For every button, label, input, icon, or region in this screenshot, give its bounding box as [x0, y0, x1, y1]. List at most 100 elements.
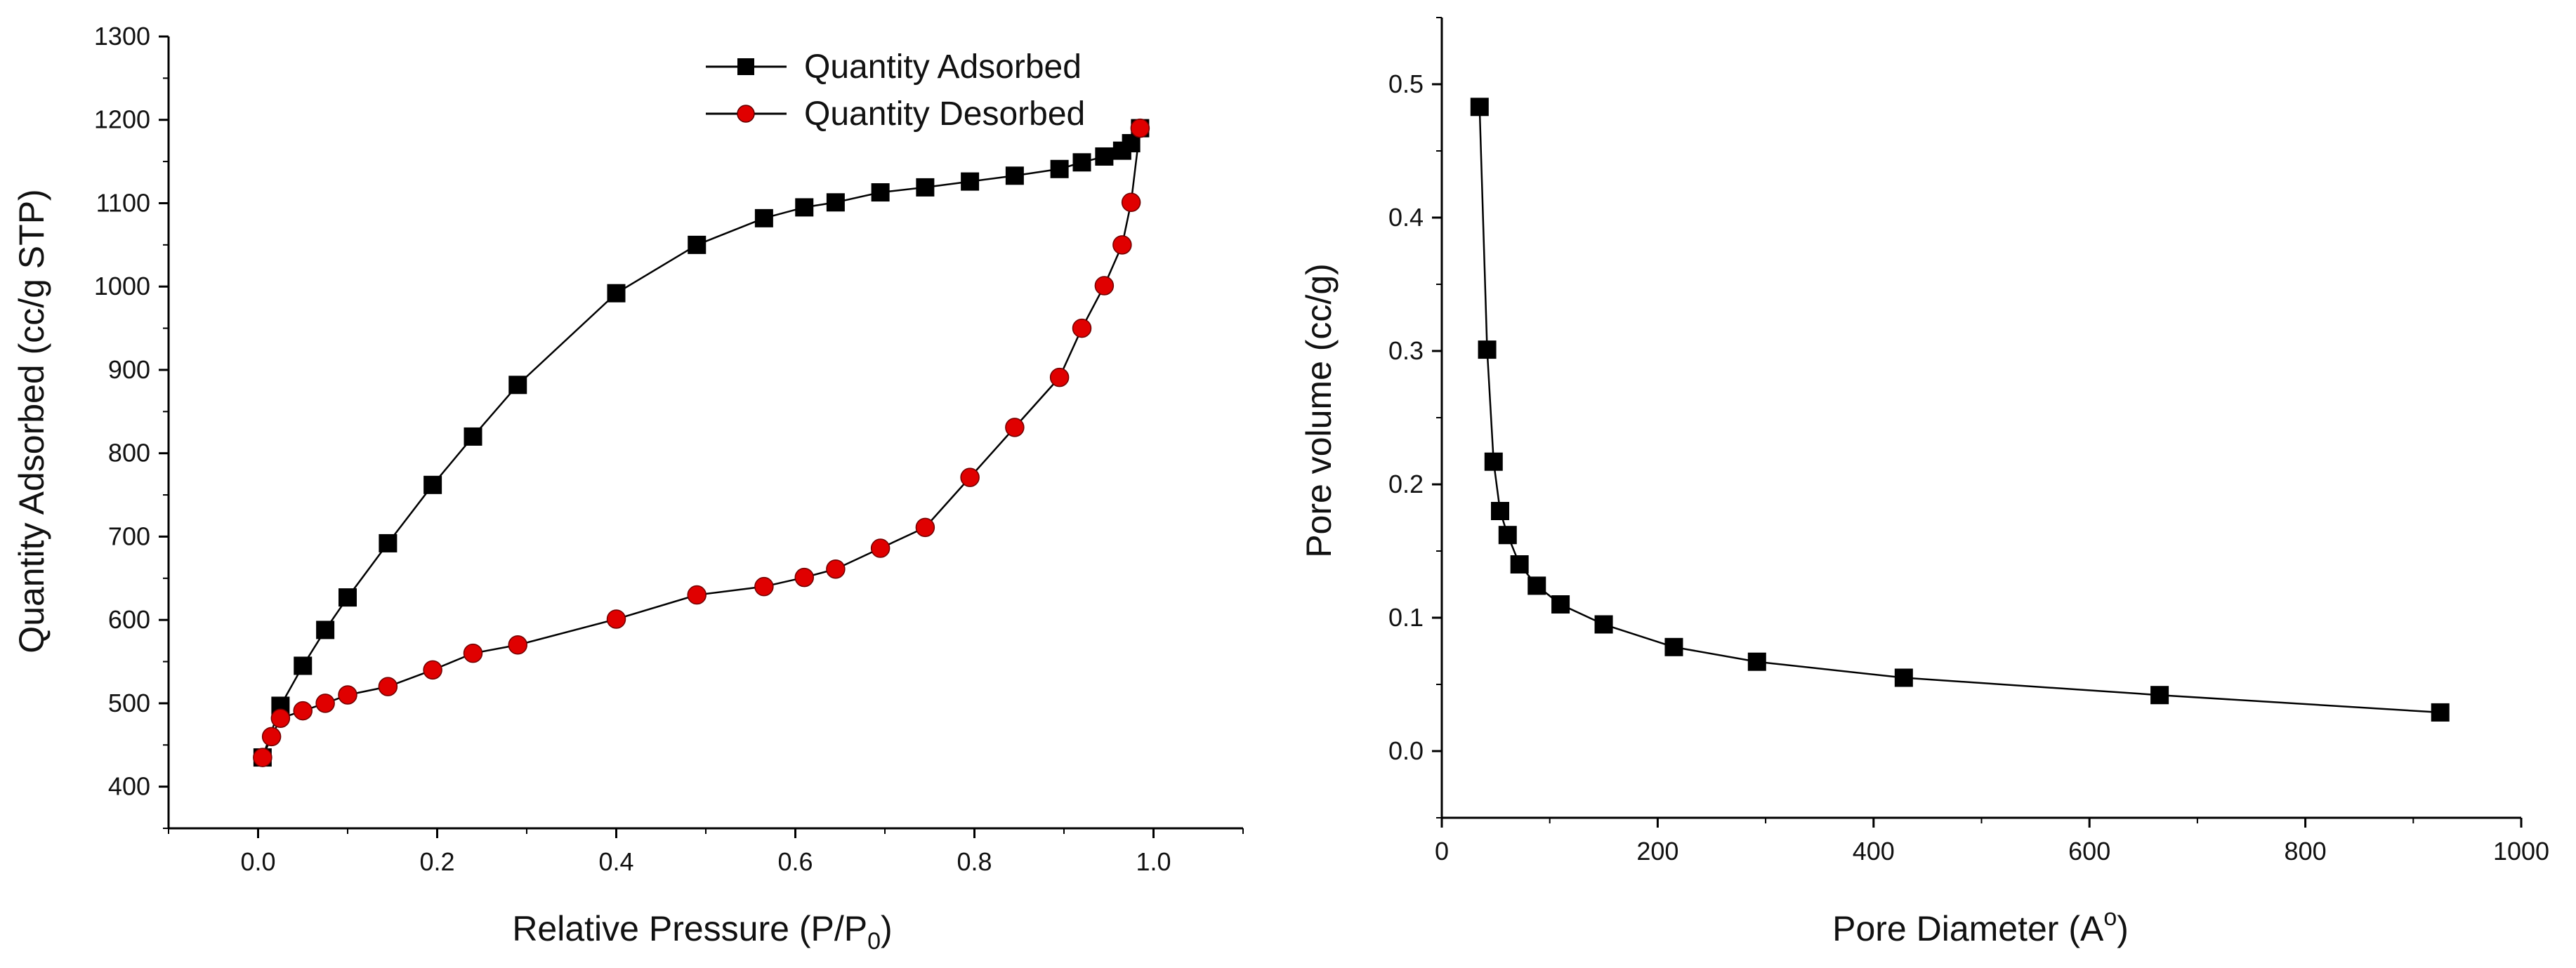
x-tick-label: 0.8: [957, 847, 992, 876]
y-tick-label: 0.2: [1388, 470, 1424, 498]
data-point: [688, 235, 707, 254]
data-point: [1484, 452, 1503, 471]
data-point: [379, 533, 397, 552]
y-tick-label: 0.3: [1388, 336, 1424, 365]
data-point: [794, 567, 814, 588]
data-point: [915, 517, 935, 538]
data-point: [339, 588, 357, 607]
data-point: [754, 208, 773, 227]
y-tick-label: 1300: [94, 22, 150, 51]
data-point: [1527, 576, 1546, 595]
data-point: [1664, 637, 1683, 656]
data-point: [960, 468, 980, 487]
y-tick-label: 400: [108, 772, 150, 801]
data-point: [2431, 703, 2450, 722]
pore-x-ticks: 0 200 400 600 800 1000: [1435, 818, 2549, 866]
x-tick-label: 1000: [2493, 837, 2549, 866]
y-tick-label: 0.5: [1388, 69, 1424, 98]
legend-label-desorbed: Quantity Desorbed: [804, 95, 1085, 133]
legend-marker-circle: [737, 105, 755, 123]
x-tick-label: 0.2: [419, 847, 454, 876]
isotherm-series-0: [253, 119, 1150, 767]
legend-marker-square: [737, 58, 754, 75]
y-tick-label: 0.0: [1388, 736, 1424, 765]
data-point: [795, 198, 814, 217]
x-tick-label: 0.4: [598, 847, 633, 876]
data-point: [1094, 276, 1115, 296]
data-point: [687, 585, 707, 605]
data-point: [2150, 686, 2169, 705]
data-point: [508, 635, 527, 655]
data-point: [1551, 595, 1570, 614]
data-point: [916, 178, 935, 197]
x-tick-label: 200: [1636, 837, 1678, 866]
data-point: [870, 538, 891, 558]
x-tick-label: 0: [1435, 837, 1449, 866]
x-tick-label: 0.6: [777, 847, 813, 876]
legend-label-adsorbed: Quantity Adsorbed: [804, 48, 1082, 86]
isotherm-x-ticks: 0.0 0.2 0.4 0.6 0.8 1.0: [168, 828, 1244, 876]
data-point: [1112, 235, 1132, 255]
data-point: [1470, 98, 1489, 117]
data-point: [423, 475, 442, 494]
data-point: [1747, 652, 1766, 671]
data-point: [1005, 418, 1025, 437]
legend-item-desorbed: Quantity Desorbed: [706, 95, 1085, 133]
pore-x-axis-title: Pore Diameter (Ao): [1832, 904, 2129, 948]
data-point: [1498, 526, 1517, 545]
y-tick-label: 0.1: [1388, 603, 1424, 632]
x-tick-label: 400: [1853, 837, 1895, 866]
x-tick-label: 1.0: [1136, 847, 1171, 876]
data-point: [1510, 555, 1529, 573]
pore-y-ticks: 0.0 0.1 0.2 0.3 0.4 0.5: [1388, 17, 1442, 818]
isotherm-y-ticks: 400 500 600 700 800 900 1000 1100 1200 1300: [94, 22, 169, 829]
data-point: [754, 576, 774, 597]
y-tick-label: 600: [108, 605, 150, 634]
y-tick-label: 700: [108, 522, 150, 550]
pore-series: [1470, 98, 2450, 722]
data-point: [338, 685, 357, 705]
data-point: [378, 677, 398, 696]
pore-y-axis-title: Pore volume (cc/g): [1299, 263, 1339, 558]
isotherm-y-axis-title: Quantity Adsorbed (cc/g STP): [12, 189, 51, 653]
data-point: [508, 376, 527, 395]
data-point: [1049, 367, 1070, 387]
data-point: [1050, 159, 1069, 178]
data-point: [270, 708, 291, 729]
data-point: [423, 660, 442, 680]
x-tick-label: 0.0: [240, 847, 275, 876]
pore-distribution-chart: 0 200 400 600 800 1000 0.0 0.1 0.2 0.3 0.4 0.5 Por…: [1299, 17, 2549, 948]
data-point: [961, 172, 980, 191]
legend-item-adsorbed: Quantity Adsorbed: [706, 48, 1082, 86]
data-point: [607, 284, 626, 303]
isotherm-series: [253, 118, 1150, 767]
data-point: [1130, 118, 1150, 138]
data-point: [464, 427, 482, 446]
y-tick-label: 800: [108, 439, 150, 468]
data-point: [826, 559, 846, 579]
data-point: [1005, 166, 1024, 185]
data-point: [1121, 192, 1141, 213]
data-point: [463, 643, 483, 663]
data-point: [294, 656, 313, 675]
data-point: [1894, 668, 1913, 687]
data-point: [1490, 502, 1509, 520]
data-point: [1095, 147, 1114, 166]
isotherm-series-1: [253, 118, 1150, 767]
y-tick-label: 900: [108, 355, 150, 384]
y-tick-label: 0.4: [1388, 203, 1424, 232]
data-point: [1072, 318, 1092, 338]
data-point: [261, 727, 282, 747]
x-tick-label: 800: [2285, 837, 2327, 866]
y-tick-label: 1000: [94, 272, 150, 300]
y-tick-label: 1100: [96, 188, 150, 217]
data-point: [253, 748, 272, 767]
data-point: [871, 183, 890, 202]
y-tick-label: 500: [108, 689, 150, 717]
y-tick-label: 1200: [94, 105, 150, 134]
data-point: [1478, 340, 1497, 359]
data-point: [316, 621, 335, 639]
isotherm-x-axis-title: Relative Pressure (P/P0): [512, 909, 892, 955]
isotherm-chart: 0.0 0.2 0.4 0.6 0.8 1.0 400 500 600 700 800 900 100…: [12, 22, 1244, 955]
